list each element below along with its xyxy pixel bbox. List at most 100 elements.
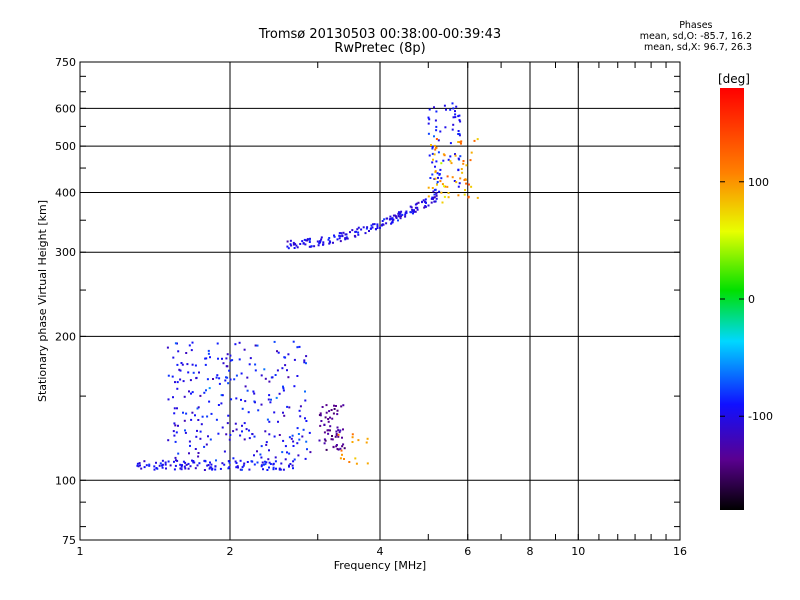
scatter-point bbox=[435, 197, 438, 200]
scatter-point bbox=[139, 464, 141, 467]
scatter-point bbox=[338, 234, 341, 237]
scatter-point bbox=[306, 238, 309, 241]
scatter-point bbox=[293, 247, 296, 249]
scatter-point bbox=[391, 219, 394, 221]
scatter-point bbox=[225, 357, 228, 360]
scatter-point bbox=[178, 368, 181, 371]
scatter-point bbox=[189, 444, 191, 447]
scatter-point bbox=[441, 183, 444, 186]
y-tick-label: 750 bbox=[55, 56, 76, 69]
scatter-point bbox=[260, 445, 263, 448]
scatter-point bbox=[206, 415, 209, 418]
scatter-point bbox=[431, 196, 434, 199]
scatter-point bbox=[473, 139, 476, 142]
scatter-point bbox=[400, 215, 403, 218]
scatter-point bbox=[435, 160, 438, 163]
scatter-point bbox=[266, 469, 269, 471]
scatter-point bbox=[232, 430, 235, 433]
scatter-point bbox=[227, 460, 230, 463]
scatter-point bbox=[238, 358, 241, 361]
y-axis-label: Stationary phase Virtual Height [km] bbox=[36, 200, 49, 402]
scatter-point bbox=[176, 407, 178, 410]
scatter-point bbox=[207, 435, 209, 438]
scatter-point bbox=[296, 442, 299, 445]
scatter-point bbox=[229, 354, 232, 357]
scatter-point bbox=[204, 363, 207, 366]
scatter-point bbox=[414, 206, 417, 209]
scatter-point bbox=[382, 223, 385, 226]
scatter-point bbox=[423, 206, 426, 209]
scatter-point bbox=[148, 463, 151, 466]
scatter-point bbox=[433, 144, 436, 147]
scatter-point bbox=[337, 448, 340, 451]
scatter-point bbox=[433, 178, 436, 180]
scatter-point bbox=[223, 463, 226, 466]
scatter-point bbox=[228, 438, 231, 441]
scatter-point bbox=[308, 431, 311, 434]
scatter-point bbox=[182, 380, 185, 383]
scatter-point bbox=[469, 159, 472, 162]
scatter-point bbox=[455, 181, 458, 184]
scatter-point bbox=[191, 459, 193, 462]
scatter-point bbox=[243, 348, 246, 351]
scatter-point bbox=[457, 141, 460, 143]
scatter-point bbox=[452, 107, 455, 110]
scatter-point bbox=[351, 436, 354, 439]
scatter-point bbox=[344, 238, 347, 241]
scatter-point bbox=[303, 359, 306, 362]
phase-stats-o: mean, sd,O: -85.7, 16.2 bbox=[639, 31, 752, 42]
scatter-point bbox=[210, 463, 213, 466]
scatter-point bbox=[342, 231, 345, 234]
scatter-point bbox=[246, 389, 249, 392]
scatter-point bbox=[395, 217, 398, 219]
scatter-point bbox=[164, 461, 167, 464]
scatter-point bbox=[240, 372, 243, 375]
scatter-point bbox=[263, 460, 266, 463]
scatter-point bbox=[336, 409, 339, 412]
scatter-point bbox=[257, 409, 260, 412]
scatter-point bbox=[302, 242, 305, 245]
scatter-point bbox=[242, 464, 245, 467]
scatter-point bbox=[368, 230, 370, 232]
scatter-point bbox=[228, 369, 231, 372]
scatter-point bbox=[209, 438, 212, 441]
scatter-point bbox=[171, 375, 174, 378]
scatter-point bbox=[434, 119, 437, 122]
scatter-point bbox=[253, 454, 255, 457]
scatter-point bbox=[453, 180, 456, 182]
scatter-point bbox=[365, 441, 368, 444]
scatter-point bbox=[290, 437, 293, 440]
scatter-point bbox=[284, 458, 287, 461]
scatter-point bbox=[454, 153, 456, 156]
scatter-point bbox=[282, 389, 285, 392]
scatter-point bbox=[240, 398, 242, 401]
scatter-point bbox=[247, 411, 250, 414]
scatter-point bbox=[459, 141, 462, 144]
x-tick-label: 6 bbox=[464, 545, 471, 558]
x-tick-label: 16 bbox=[673, 545, 687, 558]
scatter-point bbox=[293, 358, 296, 361]
scatter-point bbox=[278, 467, 281, 470]
scatter-point bbox=[416, 206, 419, 209]
scatter-point bbox=[430, 144, 432, 146]
scatter-point bbox=[476, 196, 479, 199]
scatter-point bbox=[187, 462, 190, 465]
scatter-points bbox=[136, 102, 479, 471]
scatter-point bbox=[427, 186, 430, 189]
scatter-point bbox=[370, 224, 373, 227]
scatter-point bbox=[187, 467, 190, 470]
scatter-point bbox=[245, 428, 248, 431]
scatter-point bbox=[179, 369, 182, 372]
scatter-point bbox=[398, 215, 401, 218]
scatter-point bbox=[399, 217, 402, 220]
scatter-point bbox=[457, 185, 460, 188]
scatter-point bbox=[167, 374, 170, 377]
scatter-point bbox=[272, 462, 275, 465]
scatter-point bbox=[318, 414, 321, 416]
scatter-point bbox=[143, 466, 146, 469]
scatter-point bbox=[340, 449, 343, 452]
scatter-point bbox=[161, 463, 164, 466]
scatter-point bbox=[341, 235, 344, 238]
x-axis-label: Frequency [MHz] bbox=[334, 559, 426, 572]
